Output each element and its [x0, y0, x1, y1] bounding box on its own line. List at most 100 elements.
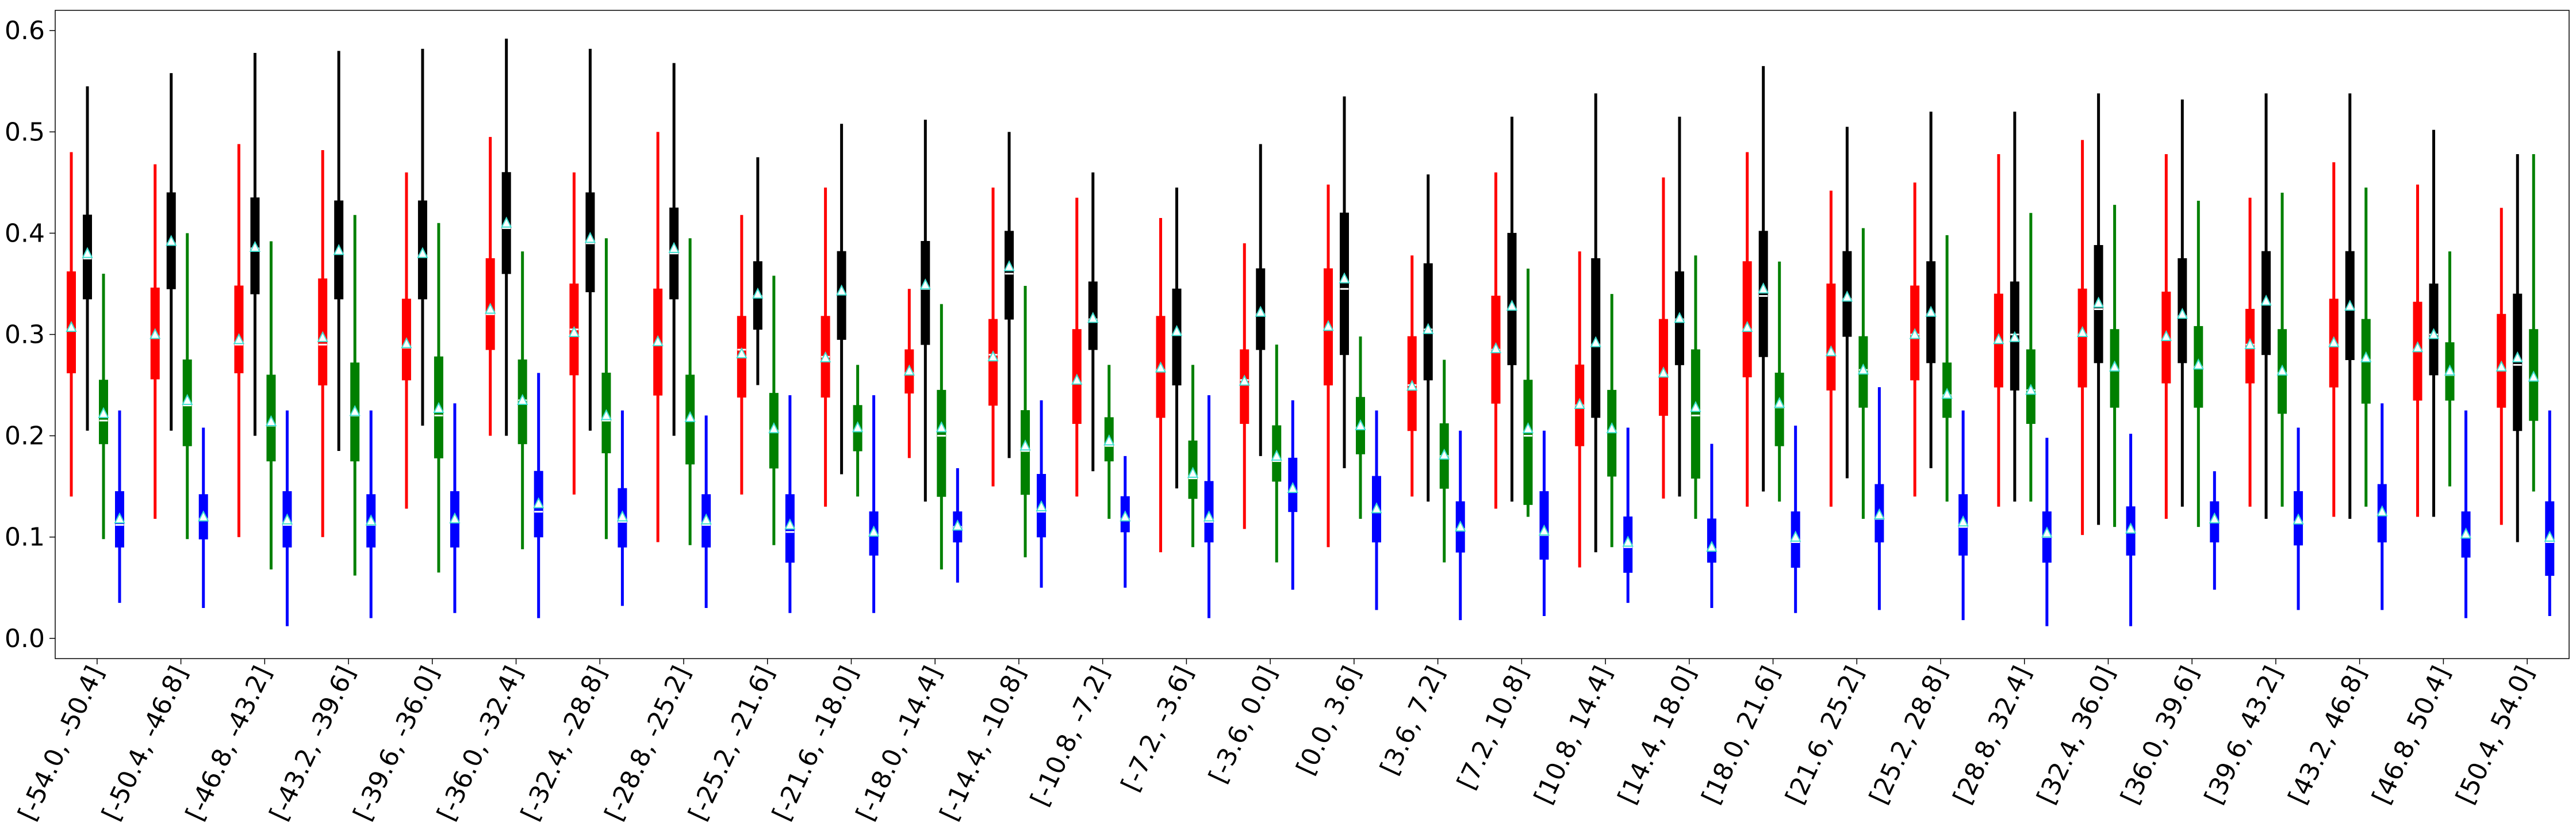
box-1-4 [417, 48, 428, 426]
box-0-6 [568, 172, 580, 495]
mean-marker [281, 513, 293, 525]
mean-marker [2260, 294, 2272, 306]
mean-marker [114, 512, 125, 523]
mean-marker [784, 518, 796, 530]
x-tick-label: [14.4, 18.0] [1612, 661, 1701, 809]
box-2-17 [1522, 269, 1534, 517]
mean-marker [936, 421, 947, 433]
x-tick-label: [-3.6, 0.0] [1203, 661, 1283, 787]
mean-marker [198, 510, 209, 522]
box-0-26 [2244, 197, 2256, 507]
x-tick-label: [-7.2, -3.6] [1116, 661, 1199, 796]
box-2-9 [852, 365, 864, 497]
x-tick-label: [39.6, 43.2] [2199, 661, 2288, 809]
iqr-box [1758, 231, 1768, 357]
y-tick-label: 0.5 [5, 117, 45, 147]
box-0-24 [2076, 140, 2088, 536]
box-3-14 [1287, 400, 1298, 590]
box-0-18 [1574, 251, 1585, 568]
box-1-11 [1003, 132, 1015, 458]
box-2-19 [1690, 255, 1701, 519]
iqr-box [1690, 349, 1700, 479]
mean-marker [2460, 527, 2472, 539]
mean-marker [568, 326, 580, 337]
mean-marker [1690, 401, 1701, 412]
mean-marker [233, 333, 245, 345]
box-0-1 [150, 164, 161, 519]
box-0-21 [1825, 190, 1837, 507]
mean-marker [616, 510, 628, 522]
box-0-13 [1155, 217, 1167, 553]
iqr-box [1774, 372, 1784, 446]
mean-marker [417, 247, 428, 258]
mean-marker [150, 328, 161, 339]
box-2-22 [1941, 235, 1953, 502]
box-0-3 [317, 150, 328, 537]
box-0-22 [1909, 182, 1920, 497]
mean-marker [2176, 308, 2188, 319]
mean-marker [1071, 373, 1083, 385]
box-2-23 [2025, 213, 2037, 502]
box-2-28 [2444, 251, 2456, 487]
mean-marker [1993, 333, 2004, 345]
box-1-9 [835, 124, 848, 475]
mean-marker [2412, 341, 2424, 353]
box-3-18 [1622, 427, 1634, 603]
mean-marker [1538, 524, 1550, 536]
box-1-28 [2428, 129, 2440, 517]
mean-marker [1606, 422, 1617, 434]
mean-marker [1203, 510, 1215, 522]
mean-marker [1322, 320, 1334, 331]
box-3-19 [1706, 443, 1718, 608]
box-3-17 [1538, 430, 1550, 617]
box-3-29 [2544, 410, 2555, 617]
mean-marker [2209, 512, 2220, 523]
mean-marker [1825, 345, 1837, 357]
box-1-14 [1255, 144, 1266, 456]
box-2-5 [517, 251, 528, 549]
box-2-2 [265, 241, 277, 570]
mean-marker [819, 351, 831, 363]
iqr-box [2077, 288, 2087, 388]
iqr-box [1742, 261, 1752, 377]
mean-marker [349, 405, 361, 416]
iqr-box [1340, 212, 1349, 355]
box-1-22 [1925, 112, 1937, 468]
mean-marker [501, 216, 512, 228]
box-3-15 [1371, 410, 1382, 610]
x-tick-label: [18.0, 21.6] [1696, 661, 1785, 809]
mean-marker [2192, 358, 2204, 370]
box-1-19 [1674, 116, 1685, 497]
x-tick-label: [-39.6, -36.0] [348, 661, 445, 825]
mean-marker [533, 497, 545, 508]
box-2-6 [600, 238, 612, 540]
box-3-1 [198, 427, 209, 608]
box-3-28 [2460, 410, 2472, 618]
mean-marker [1371, 502, 1382, 514]
box-3-20 [1790, 425, 1801, 613]
mean-marker [485, 303, 496, 314]
box-0-16 [1406, 255, 1418, 497]
mean-marker [182, 393, 193, 405]
box-0-4 [401, 172, 412, 509]
mean-marker [684, 411, 696, 422]
x-tick-label: [-43.2, -39.6] [264, 661, 361, 825]
box-2-15 [1355, 336, 1366, 519]
mean-marker [852, 421, 864, 433]
mean-marker [2360, 351, 2372, 363]
mean-marker [433, 401, 444, 414]
iqr-box [1005, 231, 1014, 320]
mean-marker [652, 335, 664, 346]
box-1-16 [1423, 174, 1434, 502]
box-2-7 [684, 238, 696, 545]
mean-marker [1506, 299, 1518, 311]
box-3-7 [700, 415, 712, 608]
mean-marker [449, 512, 461, 523]
x-tick-label: [-18.0, -14.4] [850, 661, 948, 825]
mean-marker [1103, 434, 1115, 446]
mean-marker [868, 525, 880, 537]
box-3-24 [2125, 434, 2137, 626]
mean-marker [1019, 439, 1031, 451]
box-2-29 [2528, 154, 2539, 492]
